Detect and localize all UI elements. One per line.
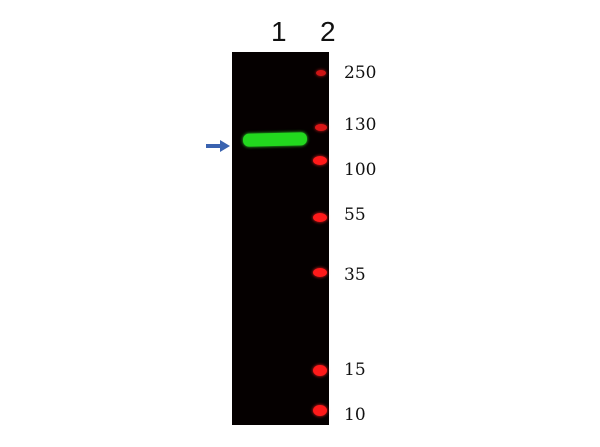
blot-membrane (232, 52, 329, 425)
mw-label-55: 55 (344, 205, 366, 225)
mw-label-250: 250 (344, 63, 377, 83)
mw-label-100: 100 (344, 160, 377, 180)
ladder-band-35 (313, 268, 327, 277)
protein-band-lane-1 (242, 132, 308, 147)
lane-label-2: 2 (320, 16, 336, 47)
lane-label-1: 1 (271, 16, 287, 47)
ladder-band-250 (316, 70, 326, 76)
mw-label-130: 130 (344, 115, 377, 135)
ladder-band-100 (313, 156, 327, 165)
ladder-band-10 (313, 405, 327, 416)
ladder-band-55 (313, 213, 327, 222)
ladder-band-130 (315, 124, 327, 131)
ladder-band-15 (313, 365, 327, 376)
mw-label-15: 15 (344, 360, 366, 380)
right-arrow-icon (206, 140, 230, 152)
mw-label-35: 35 (344, 265, 366, 285)
mw-label-10: 10 (344, 405, 366, 425)
